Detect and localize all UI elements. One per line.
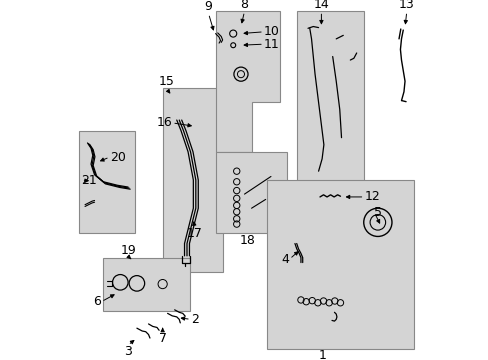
- Text: 6: 6: [93, 295, 101, 308]
- Text: 11: 11: [264, 38, 279, 51]
- Text: 5: 5: [374, 206, 382, 219]
- Text: 15: 15: [158, 75, 174, 88]
- Text: 7: 7: [158, 332, 166, 345]
- Polygon shape: [163, 88, 223, 272]
- Text: 4: 4: [281, 252, 289, 266]
- Text: 10: 10: [264, 25, 279, 38]
- Polygon shape: [103, 258, 189, 311]
- Polygon shape: [79, 131, 135, 233]
- Polygon shape: [267, 180, 413, 349]
- Text: 17: 17: [186, 226, 202, 239]
- Text: 16: 16: [156, 116, 172, 129]
- Text: 13: 13: [398, 0, 414, 12]
- Text: 1: 1: [318, 348, 325, 360]
- Polygon shape: [216, 11, 279, 152]
- Text: 19: 19: [121, 244, 136, 257]
- Polygon shape: [297, 11, 364, 187]
- Text: 9: 9: [204, 0, 212, 13]
- Polygon shape: [216, 152, 286, 233]
- Text: 18: 18: [240, 234, 255, 247]
- Text: 14: 14: [313, 0, 328, 12]
- Text: 3: 3: [124, 345, 132, 358]
- Text: 8: 8: [240, 0, 248, 12]
- Text: 2: 2: [190, 313, 198, 326]
- Text: 21: 21: [81, 174, 97, 187]
- Text: 20: 20: [109, 150, 125, 163]
- Text: 12: 12: [364, 190, 380, 203]
